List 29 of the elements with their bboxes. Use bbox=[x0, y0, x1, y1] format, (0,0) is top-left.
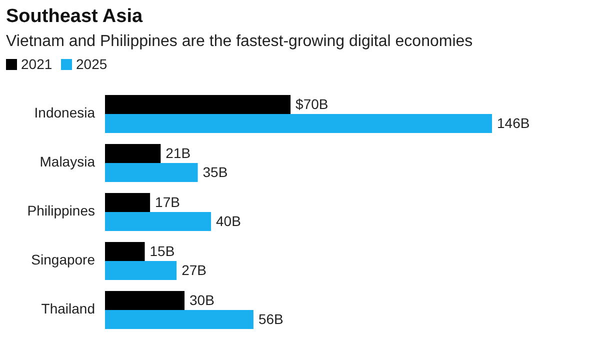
chart-subtitle: Vietnam and Philippines are the fastest-growing digital economies bbox=[6, 33, 473, 50]
bar bbox=[105, 310, 254, 329]
bar bbox=[105, 212, 212, 231]
y-tick-label: Thailand bbox=[41, 300, 95, 317]
legend-label: 2021 bbox=[21, 56, 52, 72]
data-label: 146B bbox=[497, 115, 530, 132]
bar bbox=[105, 114, 492, 133]
chart-title: Southeast Asia bbox=[6, 6, 143, 27]
data-label: 15B bbox=[150, 243, 175, 260]
bar bbox=[105, 261, 177, 280]
bar bbox=[105, 95, 291, 114]
data-label: 21B bbox=[166, 145, 191, 162]
data-label: 30B bbox=[190, 292, 214, 308]
bar bbox=[105, 193, 150, 212]
bar bbox=[105, 163, 198, 182]
y-tick-label: Malaysia bbox=[40, 154, 96, 170]
y-tick-label: Singapore bbox=[31, 252, 96, 268]
data-label: 35B bbox=[202, 164, 228, 180]
bar bbox=[105, 291, 185, 310]
y-tick-label: Philippines bbox=[27, 202, 95, 219]
legend-label: 2025 bbox=[76, 56, 108, 72]
data-label: 27B bbox=[182, 262, 206, 278]
data-label: 56B bbox=[258, 311, 284, 328]
bar bbox=[105, 144, 161, 163]
data-label: $70B bbox=[296, 96, 328, 112]
bar bbox=[105, 242, 145, 261]
y-tick-label: Indonesia bbox=[34, 104, 96, 121]
data-label: 40B bbox=[216, 213, 241, 230]
data-label: 17B bbox=[155, 194, 180, 210]
